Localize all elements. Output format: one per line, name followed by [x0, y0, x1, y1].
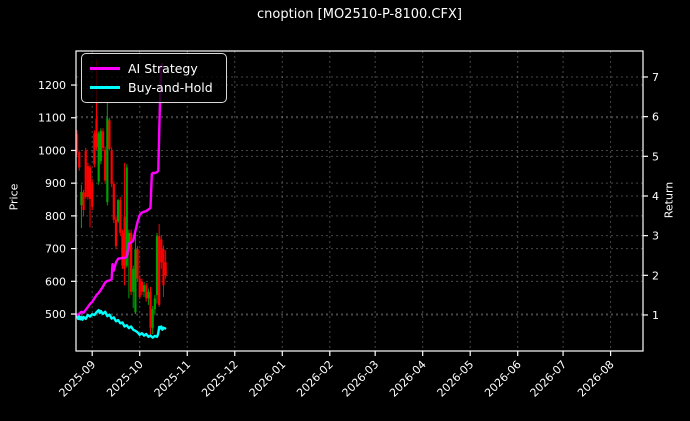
buy-and-hold-line [75, 309, 167, 339]
tick-label: 1000 [38, 144, 66, 157]
ai-strategy-line-swatch [90, 66, 120, 70]
tick-label: 2026-02 [294, 358, 336, 400]
tick-label: 2025-12 [199, 358, 241, 400]
price-axis-label: Price [7, 183, 21, 211]
tick-label: 1 [652, 309, 659, 322]
tick-label: 2025-09 [57, 358, 99, 400]
legend-item-ai-strategy: AI Strategy [90, 61, 218, 76]
tick-label: 2026-05 [435, 358, 477, 400]
tick-label: 600 [45, 275, 66, 288]
return-axis-label: Return [662, 181, 676, 219]
tick-label: 5 [652, 150, 659, 163]
tick-label: 2026-07 [528, 358, 570, 400]
buy-and-hold-legend-label: Buy-and-Hold [128, 80, 213, 96]
legend-item-buy-and-hold: Buy-and-Hold [90, 80, 218, 95]
ai-strategy-legend-label: AI Strategy [128, 60, 198, 76]
tick-label: 700 [45, 243, 66, 256]
tick-label: 2026-01 [247, 358, 289, 400]
tick-label: 3 [652, 230, 659, 243]
tick-label: 6 [652, 111, 659, 124]
tick-label: 900 [45, 177, 66, 190]
tick-label: 2025-11 [152, 358, 194, 400]
tick-label: 800 [45, 210, 66, 223]
tick-label: 1200 [38, 79, 66, 92]
tick-label: 2026-06 [482, 358, 524, 400]
tick-label: 2026-08 [575, 358, 617, 400]
tick-label: 500 [45, 308, 66, 321]
tick-label: 4 [652, 190, 659, 203]
tick-label: 2026-03 [340, 358, 382, 400]
tick-label: 2026-04 [387, 358, 429, 400]
tick-label: 7 [652, 71, 659, 84]
chart-title: cnoption [MO2510-P-8100.CFX] [257, 7, 462, 22]
tick-label: 1100 [38, 112, 66, 125]
buy-and-hold-line-swatch [90, 86, 120, 90]
tick-label: 2025-10 [104, 358, 146, 400]
legend: AI Strategy Buy-and-Hold [81, 53, 227, 103]
tick-label: 2 [652, 269, 659, 282]
ai-strategy-line [75, 63, 164, 317]
